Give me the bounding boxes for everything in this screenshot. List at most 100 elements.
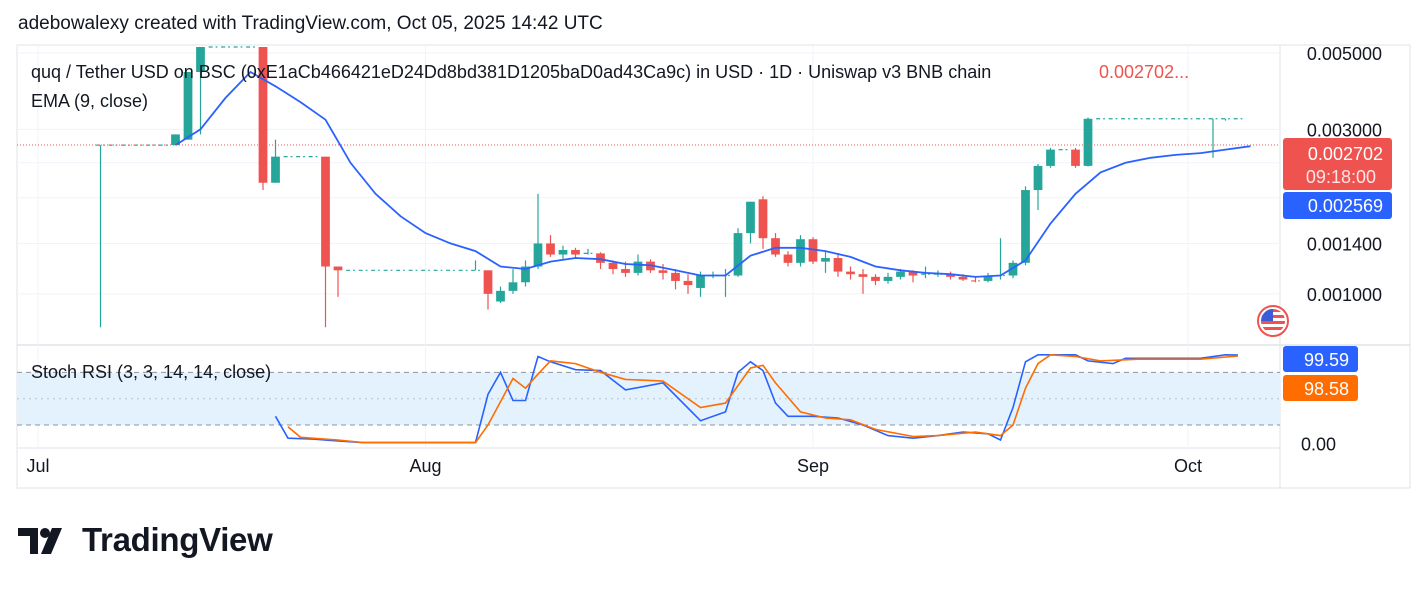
candle[interactable] <box>171 134 180 146</box>
legend-symbol: quq / Tether USD on BSC (0xE1aCb466421eD… <box>31 62 991 82</box>
stoch-band <box>17 371 1280 426</box>
stoch-k-line <box>274 353 1239 444</box>
candle-body <box>483 270 493 294</box>
candle[interactable] <box>671 269 680 290</box>
time-tick-label: Sep <box>797 456 829 476</box>
candle-body <box>558 250 568 255</box>
candle[interactable] <box>946 271 955 280</box>
ema-value: 0.002569 <box>1308 196 1383 216</box>
candle-body <box>983 275 993 281</box>
candle[interactable] <box>871 274 880 286</box>
candle[interactable] <box>771 233 780 257</box>
candle[interactable] <box>683 274 693 294</box>
candle[interactable] <box>596 252 605 270</box>
candle[interactable] <box>271 139 280 183</box>
candles <box>96 46 1243 328</box>
candle[interactable] <box>1008 260 1018 279</box>
candle[interactable] <box>183 72 193 140</box>
candle-body <box>696 275 705 288</box>
candle-body <box>1008 262 1018 276</box>
legend-ema: EMA (9, close) <box>31 91 148 111</box>
candle[interactable] <box>783 251 793 267</box>
candle[interactable] <box>808 237 818 265</box>
candle[interactable] <box>558 245 568 261</box>
candle-body <box>621 269 630 273</box>
candle[interactable] <box>546 235 555 257</box>
candle-body <box>808 239 818 262</box>
candle[interactable] <box>821 251 830 273</box>
candle-body <box>746 201 755 234</box>
candle[interactable] <box>1046 147 1055 168</box>
time-tick-label: Jul <box>26 456 49 476</box>
candle[interactable] <box>496 286 505 304</box>
candle-body <box>771 238 780 255</box>
last-price-value: 0.002702 <box>1308 144 1383 164</box>
last-price-badge: 0.002702 09:18:00 <box>1283 138 1392 190</box>
chart-frame <box>16 44 1411 489</box>
candle[interactable] <box>508 269 518 294</box>
candle[interactable] <box>846 266 855 280</box>
candle-body <box>796 239 805 263</box>
candle-body <box>896 271 905 277</box>
price-axis: 0.005000 0.003000 0.001400 0.001000 0.00 <box>1301 44 1382 455</box>
us-flag-icon[interactable] <box>1257 305 1289 337</box>
candle[interactable] <box>258 47 268 191</box>
candle-body <box>608 262 618 270</box>
candle[interactable] <box>733 228 743 277</box>
candle[interactable] <box>321 156 330 328</box>
candle[interactable] <box>571 247 580 259</box>
candle[interactable] <box>1083 117 1093 167</box>
candle[interactable] <box>858 269 868 294</box>
candle[interactable] <box>1033 164 1043 211</box>
candle[interactable] <box>583 248 593 255</box>
time-tick-label: Aug <box>409 456 441 476</box>
ema-polyline <box>175 70 1251 278</box>
candle-body <box>321 156 330 267</box>
candle[interactable] <box>533 193 543 270</box>
ema-line <box>175 70 1251 278</box>
time-tick-label: Oct <box>1174 456 1202 476</box>
candle-body <box>758 199 768 239</box>
candle-body <box>546 243 555 255</box>
legend-stoch: Stoch RSI (3, 3, 14, 14, close) <box>31 362 271 382</box>
candle-body <box>171 134 180 146</box>
candle-body <box>1021 190 1030 263</box>
candle-body <box>496 290 505 302</box>
candle-body <box>671 272 680 281</box>
candle[interactable] <box>883 272 893 284</box>
candle-body <box>908 271 918 276</box>
candle-body <box>1071 149 1080 166</box>
candle-body <box>521 266 530 283</box>
candle[interactable] <box>483 270 493 310</box>
candle[interactable] <box>796 235 805 267</box>
candle[interactable] <box>521 260 530 287</box>
price-tick-label: 0.003000 <box>1307 120 1382 140</box>
candle[interactable] <box>471 260 480 271</box>
candle-body <box>258 47 268 183</box>
candle-body <box>333 266 343 271</box>
candle[interactable] <box>983 272 993 283</box>
candle[interactable] <box>746 201 755 244</box>
candle[interactable] <box>96 144 105 328</box>
candle-body <box>1083 118 1093 166</box>
candle-body <box>946 274 955 277</box>
tradingview-brand[interactable]: TradingView <box>18 518 273 562</box>
candle-body <box>858 274 868 277</box>
candle[interactable] <box>1071 147 1080 168</box>
candle[interactable] <box>833 253 843 277</box>
candle-body <box>533 243 543 267</box>
candle[interactable] <box>658 264 668 280</box>
candle-body <box>783 254 793 263</box>
price-tick-label: 0.005000 <box>1307 44 1382 64</box>
stoch-tick-label: 0.00 <box>1301 435 1336 455</box>
candle-body <box>833 258 843 272</box>
candle[interactable] <box>1221 118 1230 121</box>
ema-badge: 0.002569 <box>1283 192 1392 219</box>
candle[interactable] <box>608 260 618 275</box>
candle[interactable] <box>1021 186 1030 266</box>
candle[interactable] <box>333 266 343 297</box>
candle[interactable] <box>758 196 768 249</box>
stoch-k-badge: 99.59 <box>1283 346 1358 372</box>
candle[interactable] <box>196 47 205 135</box>
